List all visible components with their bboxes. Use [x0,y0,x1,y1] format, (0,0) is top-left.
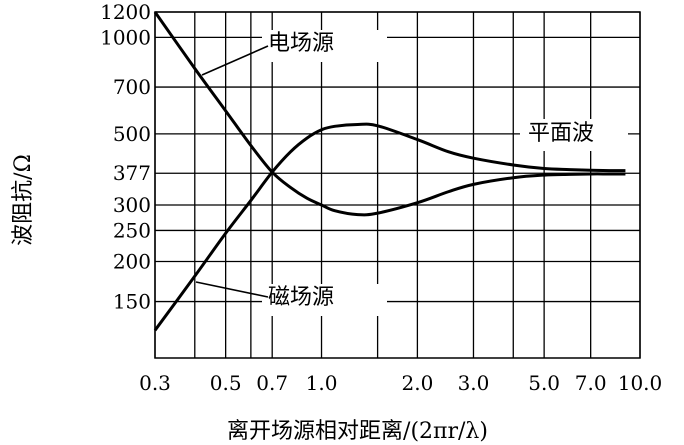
annotation-background [520,119,628,151]
y-tick-label: 1200 [100,0,151,24]
series-line-electric-source [153,11,626,217]
y-tick-label: 700 [113,75,151,99]
series-group [153,11,626,332]
annotation-background [262,30,387,62]
x-tick-label: 7.0 [575,371,607,395]
x-axis-title: 离开场源相对距离/(2πr/λ) [227,419,488,444]
y-tick-label: 300 [113,193,151,217]
x-tick-label: 5.0 [528,371,560,395]
x-tick-label: 0.5 [210,371,242,395]
y-tick-label: 500 [113,122,151,146]
y-tick-label: 200 [113,249,151,273]
x-tick-label: 1.0 [306,371,338,395]
annotation-magnetic-source: 磁场源 [268,285,334,310]
annotation-electric-source: 电场源 [268,31,334,56]
y-tick-label: 1000 [100,25,151,49]
annotation-leader-line [201,45,269,76]
plot-frame [154,11,641,359]
x-tick-label: 0.7 [256,371,288,395]
x-tick-label: 2.0 [401,371,433,395]
annotation-leader-line [195,281,269,298]
annotation-plane-wave: 平面波 [528,121,594,146]
y-tick-label: 150 [113,290,151,314]
x-tick-label: 10.0 [618,371,663,395]
y-tick-label: 377 [113,161,151,185]
x-tick-label: 0.3 [139,371,171,395]
annotation-background [262,284,387,316]
series-line-magnetic-source [153,122,626,332]
y-axis-title: 波阻抗/Ω [11,154,36,246]
y-tick-label: 250 [113,218,151,242]
x-tick-label: 3.0 [458,371,490,395]
